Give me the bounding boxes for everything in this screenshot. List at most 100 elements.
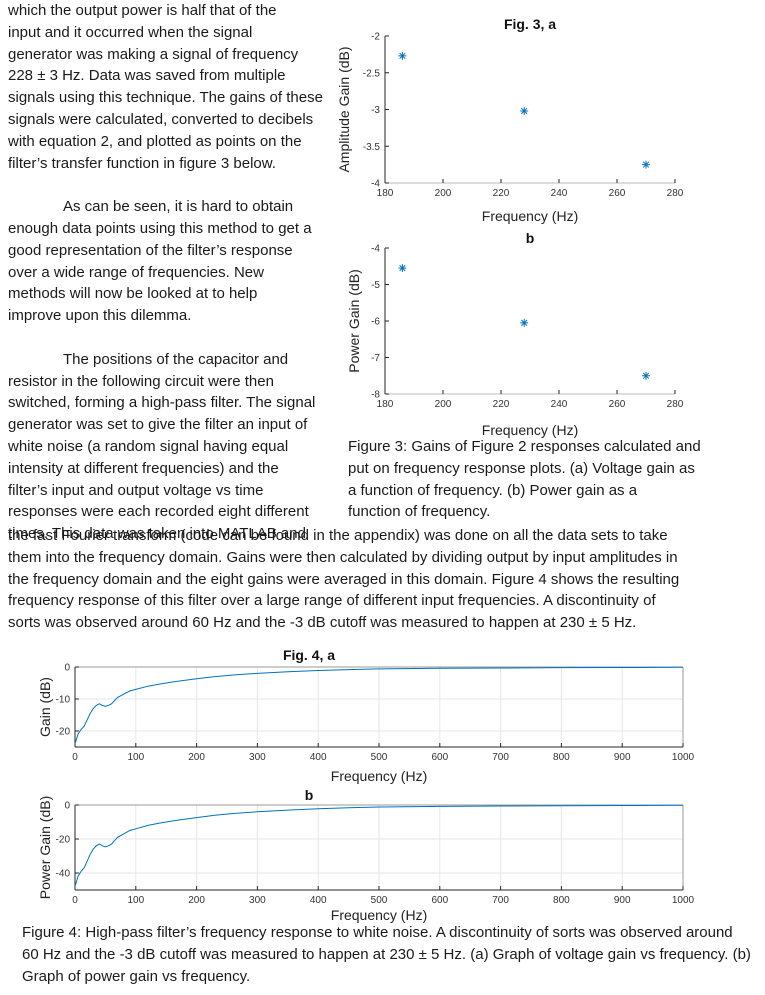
y-tick-label: -7 [371,353,380,364]
x-tick-label: 1000 [672,895,695,906]
data-point [398,264,407,273]
text-line: methods will now be looked at to help [8,285,258,303]
x-tick-label: 800 [553,752,570,763]
text-line: them into the frequency domain. Gains we… [8,548,678,566]
y-tick-label: 0 [64,801,70,812]
text-line: resistor in the following circuit were t… [8,372,274,390]
text-line: Figure 4: High-pass filter’s frequency r… [22,924,733,941]
x-tick-label: 500 [371,895,388,906]
x-tick-label: 200 [435,399,452,410]
text-line: which the output power is half that of t… [8,2,277,19]
x-tick-label: 500 [371,752,388,763]
x-tick-label: 900 [614,895,631,906]
series-line [74,804,684,887]
left-column-text: which the output power is half that of t… [8,0,338,545]
data-point-stroke [642,161,650,168]
series-line [74,666,684,744]
text-line: times. This data was taken into MATLAB a… [8,525,306,543]
x-axis-label: Frequency (Hz) [331,907,427,923]
x-tick-label: 1000 [672,752,695,763]
x-tick-label: 600 [431,752,448,763]
text-line: responses were each recorded eight diffe… [8,503,309,521]
text-line: signals were calculated, converted to de… [8,110,314,128]
text-line: over a wide range of frequencies. New [8,263,264,281]
text-line: Figure 3: Gains of Figure 2 responses ca… [348,438,701,455]
x-tick-label: 100 [127,752,144,763]
x-tick-label: 100 [127,895,144,906]
x-tick-label: 200 [188,752,205,763]
text-line: input and it occurred when the signal [8,23,253,41]
x-tick-label: 240 [551,188,568,199]
figure-3-caption: Figure 3: Gains of Figure 2 responses ca… [348,436,758,523]
data-point-stroke [521,107,528,115]
y-tick-label: -3 [371,105,380,116]
text-line: filter’s input and output voltage vs tim… [8,481,264,499]
x-tick-label: 300 [249,752,266,763]
figure-4b-chart: 0 100 200 300 400 500 600 700 800 900 1000 -40 -20 0 b… [37,788,695,923]
text-line: sorts was observed around 60 Hz and the … [8,614,637,632]
x-tick-label: 0 [72,752,78,763]
text-line: filter’s transfer function in figure 3 b… [8,154,276,172]
x-tick-label: 300 [249,895,266,906]
y-tick-label: -2.5 [363,68,381,79]
y-tick-label: -2 [371,32,380,43]
text-line: a function of frequency. (b) Power gain … [348,481,638,499]
data-point [398,51,407,60]
data-point [520,106,529,115]
y-tick-label: -10 [56,695,71,706]
text-line: 228 ± 3 Hz. Data was saved from multiple [8,67,286,85]
figure-4-caption: Figure 4: High-pass filter’s frequency r… [22,922,762,987]
y-tick-label: -3.5 [363,142,381,153]
data-point [520,318,529,327]
data-point-stroke [399,264,406,272]
x-tick-label: 180 [377,188,394,199]
text-line: signals using this technique. The gains … [8,89,323,107]
x-tick-label: 280 [667,188,684,199]
text-line: function of frequency. [348,503,491,521]
x-axis-label: Frequency (Hz) [482,208,578,224]
text-line: enough data points using this method to … [8,219,312,237]
text-line: Graph of power gain vs frequency. [22,967,251,985]
text-line: As can be seen, it is hard to obtain [63,198,294,216]
y-tick-label: -5 [371,280,380,291]
text-line: white noise (a random signal having equa… [8,437,289,455]
figure-3a-chart: 180 200 220 240 260 280 -4 -3.5 -3 -2.5 -2 Fig. 3, … [336,16,684,224]
x-tick-label: 220 [493,399,510,410]
y-tick-label: -20 [56,727,71,738]
text-line: improve upon this dilemma. [8,307,192,325]
text-line: generator was set to give the filter an … [8,416,308,434]
y-tick-label: -20 [56,835,71,846]
chart-title: Fig. 3, a [504,16,556,32]
text-line: generator was making a signal of frequen… [8,45,299,63]
x-tick-label: 280 [667,399,684,410]
x-tick-label: 180 [377,399,394,410]
x-tick-label: 260 [609,399,626,410]
x-tick-label: 700 [492,895,509,906]
y-tick-label: -8 [371,390,380,401]
x-tick-label: 400 [310,895,327,906]
data-point-stroke [521,319,528,326]
y-axis-label: Power Gain (dB) [37,796,53,899]
data-point [642,160,650,169]
chart-title: b [526,230,535,246]
data-point-stroke [642,372,650,379]
text-line: frequency response of this filter over a… [8,592,656,610]
chart-title: b [305,788,314,803]
y-tick-label: -40 [56,869,71,880]
body-paragraph: the fast Fourier transform (code can be … [8,525,758,634]
x-tick-label: 600 [431,895,448,906]
x-tick-label: 200 [188,895,205,906]
x-tick-label: 800 [553,895,570,906]
x-tick-label: 900 [614,752,631,763]
figure-4a-chart: 0 100 200 300 400 500 600 700 800 900 1000 -20 -10 0 F… [37,647,695,784]
text-line: intensity at different frequencies) and … [8,459,279,477]
y-axis-label: Power Gain (dB) [346,269,362,372]
text-line [8,327,338,349]
figure-3b-chart: 180 200 220 240 260 280 -8 -7 -6 -5 -4 b Frequency (… [346,230,684,438]
y-tick-label: -4 [371,179,380,190]
text-line: the frequency domain and the eight gains… [8,570,680,588]
text-line: switched, forming a high-pass filter. Th… [8,394,316,412]
y-axis-label: Amplitude Gain (dB) [336,46,352,172]
data-point [642,371,650,380]
text-line: good representation of the filter’s resp… [8,241,293,259]
